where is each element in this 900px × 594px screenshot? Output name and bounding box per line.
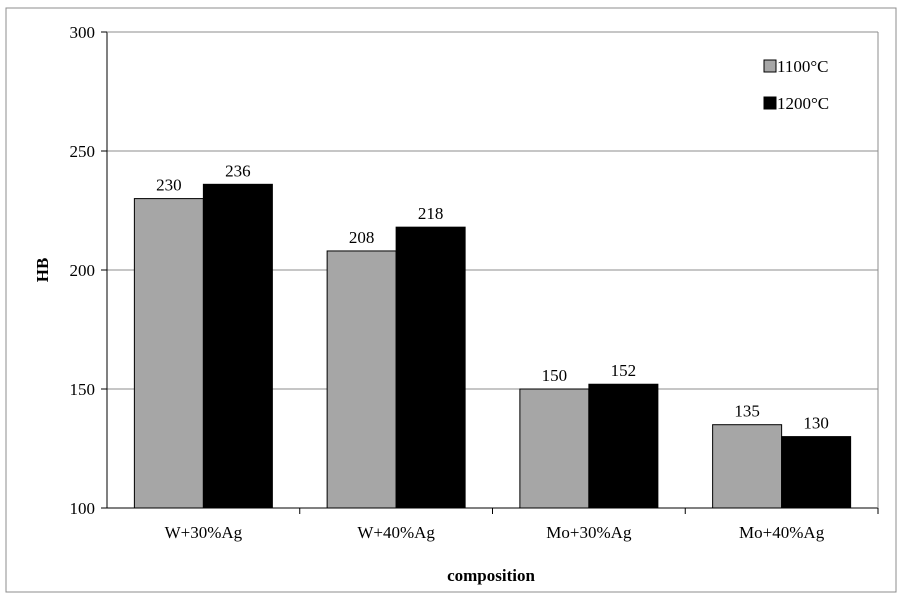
data-label: 208 <box>349 228 375 247</box>
data-label: 150 <box>542 366 568 385</box>
data-label: 230 <box>156 176 182 195</box>
y-tick-label: 300 <box>70 23 96 42</box>
x-category-label: W+40%Ag <box>357 523 435 542</box>
y-tick-label: 200 <box>70 261 96 280</box>
data-label: 236 <box>225 161 251 180</box>
y-tick-label: 150 <box>70 380 96 399</box>
x-category-labels: W+30%Ag W+40%Ag Mo+30%Ag Mo+40%Ag <box>165 523 825 542</box>
data-label: 130 <box>803 414 829 433</box>
data-label: 218 <box>418 204 444 223</box>
x-category-label: W+30%Ag <box>165 523 243 542</box>
y-tick-labels: 100 150 200 250 300 <box>70 23 96 518</box>
bar <box>395 226 466 509</box>
y-tick-label: 100 <box>70 499 96 518</box>
legend-label: 1100°C <box>777 57 829 76</box>
data-label: 135 <box>734 402 760 421</box>
legend: 1100°C 1200°C <box>763 57 829 113</box>
x-category-label: Mo+30%Ag <box>546 523 632 542</box>
legend-label: 1200°C <box>777 94 829 113</box>
bar <box>781 436 852 509</box>
x-category-label: Mo+40%Ag <box>739 523 825 542</box>
y-tick-label: 250 <box>70 142 96 161</box>
data-label: 152 <box>611 361 637 380</box>
bar <box>326 250 397 509</box>
data-labels: 230 236 208 218 150 152 135 130 <box>156 161 829 432</box>
bar <box>519 388 590 509</box>
legend-swatch <box>763 59 777 73</box>
bars <box>133 183 879 514</box>
bar <box>133 198 204 509</box>
bar <box>202 183 273 509</box>
axes <box>106 31 879 509</box>
x-axis-title: composition <box>447 566 535 585</box>
legend-swatch <box>763 96 777 110</box>
bar <box>712 424 783 509</box>
y-axis-title: HB <box>33 258 52 283</box>
bar <box>588 383 659 509</box>
